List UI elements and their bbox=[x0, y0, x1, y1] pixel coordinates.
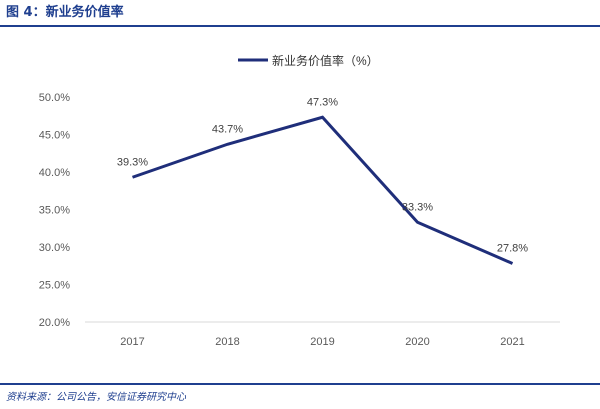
figure-title: 图 4：新业务价值率 bbox=[6, 5, 124, 20]
top-divider bbox=[0, 25, 600, 27]
x-tick-label: 2020 bbox=[405, 336, 429, 348]
data-label: 33.3% bbox=[402, 201, 433, 213]
series-line bbox=[132, 115, 514, 265]
chart-legend: 新业务价值率（%） bbox=[238, 53, 379, 68]
data-label: 27.8% bbox=[497, 243, 528, 255]
data-labels: 39.3% 43.7% 47.3% 33.3% 27.8% bbox=[117, 96, 528, 254]
y-tick-label: 25.0% bbox=[39, 280, 70, 292]
data-label: 43.7% bbox=[212, 123, 243, 135]
bottom-divider bbox=[0, 383, 600, 385]
x-axis: 2017 2018 2019 2020 2021 bbox=[120, 336, 524, 348]
x-tick-label: 2018 bbox=[215, 336, 239, 348]
y-tick-label: 30.0% bbox=[39, 242, 70, 254]
source-note: 资料来源：公司公告，安信证券研究中心 bbox=[6, 392, 186, 403]
y-tick-label: 45.0% bbox=[39, 130, 70, 142]
y-tick-label: 50.0% bbox=[39, 92, 70, 104]
y-axis: 50.0% 45.0% 40.0% 35.0% 30.0% 25.0% 20.0% bbox=[39, 92, 70, 329]
y-tick-label: 35.0% bbox=[39, 205, 70, 217]
y-tick-label: 40.0% bbox=[39, 167, 70, 179]
y-tick-label: 20.0% bbox=[39, 317, 70, 329]
x-tick-label: 2017 bbox=[120, 336, 144, 348]
legend-label: 新业务价值率（%） bbox=[272, 53, 379, 68]
data-label: 39.3% bbox=[117, 156, 148, 168]
data-label: 47.3% bbox=[307, 96, 338, 108]
x-tick-label: 2019 bbox=[310, 336, 334, 348]
x-tick-label: 2021 bbox=[500, 336, 524, 348]
